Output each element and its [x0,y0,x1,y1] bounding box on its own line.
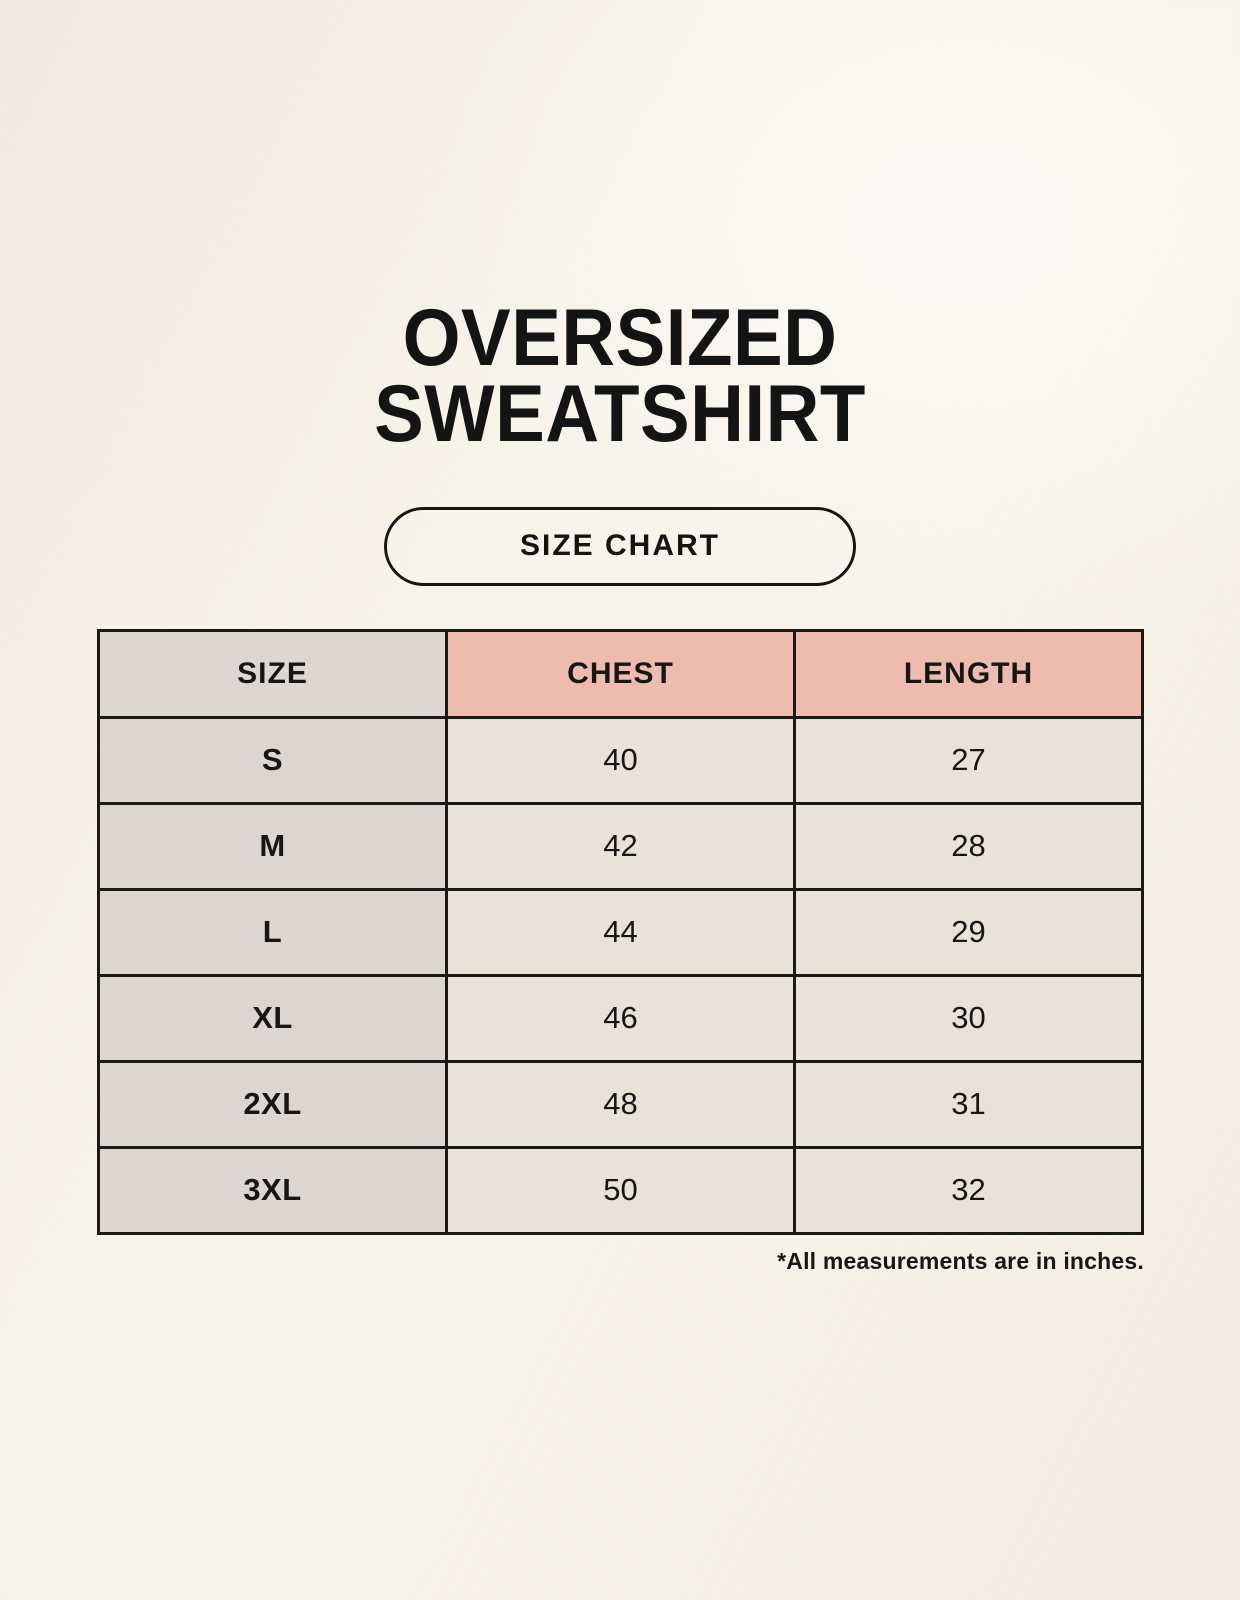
chest-value: 44 [445,887,796,977]
length-value: 28 [793,801,1144,891]
column-header-chest: CHEST [445,628,796,719]
size-label: XL [97,973,448,1063]
table-row: 2XL 48 31 [97,1059,1144,1149]
length-value: 27 [793,715,1144,805]
size-label: S [97,715,448,805]
chest-value: 50 [445,1145,796,1235]
chest-value: 48 [445,1059,796,1149]
page-title-line-2: SWEATSHIRT [374,369,866,460]
size-label: 2XL [97,1059,448,1149]
page-title: OVERSIZED SWEATSHIRT [50,54,1191,460]
table-row: S 40 27 [97,715,1144,805]
measurements-footnote: *All measurements are in inches. [777,1247,1144,1274]
table-row: L 44 29 [97,887,1144,977]
page-title-line-1: OVERSIZED [402,293,838,384]
size-label: L [97,887,448,977]
chest-value: 42 [445,801,796,891]
chest-value: 46 [445,973,796,1063]
column-header-length: LENGTH [793,628,1144,719]
length-value: 31 [793,1059,1144,1149]
length-value: 30 [793,973,1144,1063]
length-value: 29 [793,887,1144,977]
chest-value: 40 [445,715,796,805]
column-header-size: SIZE [97,628,448,719]
length-value: 32 [793,1145,1144,1235]
size-label: 3XL [97,1145,448,1235]
table-row: XL 46 30 [97,973,1144,1063]
table-row: M 42 28 [97,801,1144,891]
table-row: 3XL 50 32 [97,1145,1144,1235]
size-chart-section: SIZE CHEST LENGTH S 40 27 M 42 28 L 44 2… [97,628,1144,1275]
size-chart-badge-button[interactable]: SIZE CHART [384,506,856,586]
table-header-row: SIZE CHEST LENGTH [97,628,1144,719]
size-chart-table: SIZE CHEST LENGTH S 40 27 M 42 28 L 44 2… [97,628,1144,1235]
size-label: M [97,801,448,891]
